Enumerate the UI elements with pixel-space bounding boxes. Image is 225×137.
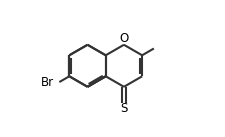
Text: Br: Br	[41, 76, 54, 89]
Text: S: S	[120, 102, 128, 115]
Text: O: O	[119, 32, 128, 45]
